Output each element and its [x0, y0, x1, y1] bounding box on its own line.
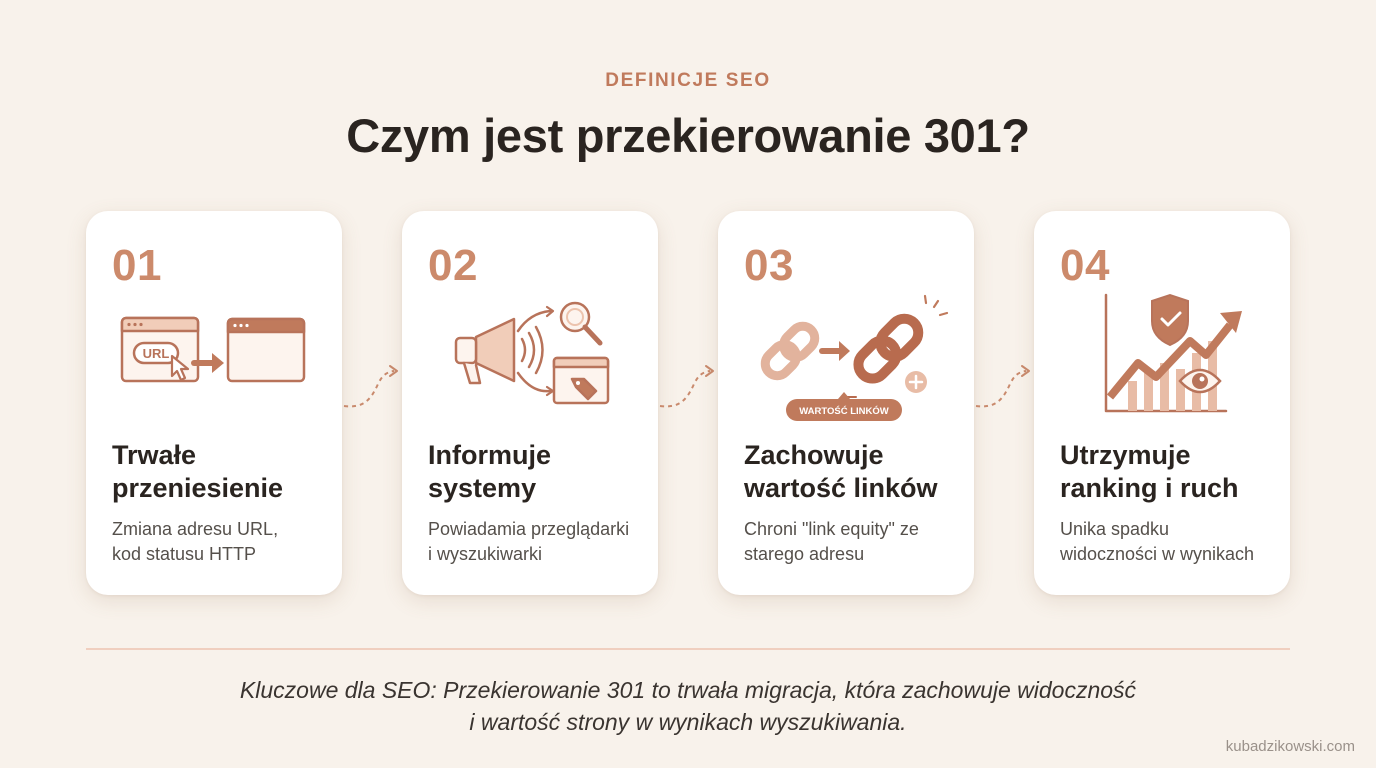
step-card-1: 01 URL Trwałe przeniesienie Zmiana adres… [86, 211, 342, 595]
link-value-label: WARTOŚĆ LINKÓW [799, 405, 889, 417]
section-divider [86, 648, 1290, 650]
step-heading: Informuje systemy [428, 440, 552, 503]
connector-arrow-icon [659, 365, 714, 408]
chain-link-icon: WARTOŚĆ LINKÓW [760, 294, 949, 421]
url-redirect-icon: URL [120, 316, 306, 383]
step-number: 04 [1060, 241, 1110, 290]
key-takeaway-note: Kluczowe dla SEO: Przekierowanie 301 to … [239, 677, 1137, 735]
step-description: Zmiana adresu URL, kod statusu HTTP [112, 519, 279, 564]
step-description: Unika spadku widoczności w wynikach [1060, 519, 1255, 564]
megaphone-search-tag-icon [454, 301, 610, 405]
step-heading: Zachowuje wartość linków [744, 440, 938, 503]
step-number: 03 [744, 241, 794, 290]
connector-arrow-icon [343, 365, 398, 408]
site-credit: kubadzikowski.com [1225, 738, 1355, 755]
connector-arrow-icon [975, 365, 1030, 408]
growth-chart-shield-eye-icon [1104, 293, 1242, 413]
step-description: Chroni "link equity" ze starego adresu [744, 519, 919, 564]
step-card-2: 02 Informuje systemy Powiadamia przegląd… [402, 211, 658, 595]
step-heading: Utrzymuje ranking i ruch [1060, 440, 1239, 503]
url-label: URL [143, 346, 170, 361]
page-title: Czym jest przekierowanie 301? [346, 109, 1030, 162]
section-eyebrow: DEFINICJE SEO [605, 70, 771, 91]
step-heading: Trwałe przeniesienie [112, 440, 284, 503]
step-description: Powiadamia przeglądarki i wyszukiwarki [428, 519, 630, 564]
step-card-3: 03 WARTOŚĆ LINKÓW Zachowuje wartość link… [718, 211, 974, 595]
step-number: 01 [112, 241, 162, 290]
step-card-4: 04 Utrzymuje ranking i ruch Unika spadku… [1034, 211, 1290, 595]
step-number: 02 [428, 241, 478, 290]
